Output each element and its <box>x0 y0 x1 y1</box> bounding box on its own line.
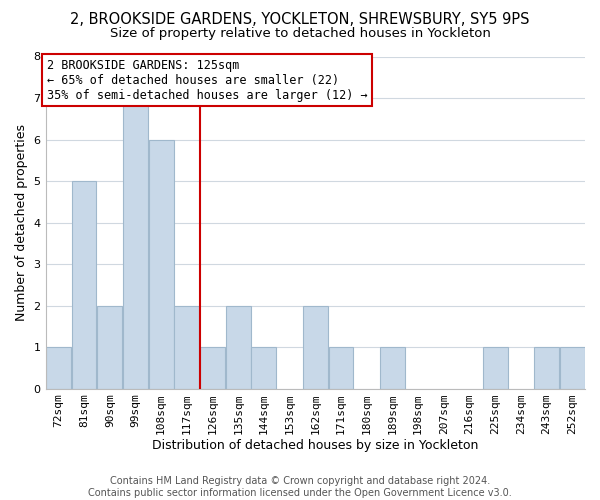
Bar <box>303 306 328 388</box>
Bar <box>251 347 277 389</box>
Text: 2 BROOKSIDE GARDENS: 125sqm
← 65% of detached houses are smaller (22)
35% of sem: 2 BROOKSIDE GARDENS: 125sqm ← 65% of det… <box>47 58 368 102</box>
Bar <box>149 140 173 388</box>
Bar <box>226 306 251 388</box>
Bar <box>97 306 122 388</box>
Text: 2, BROOKSIDE GARDENS, YOCKLETON, SHREWSBURY, SY5 9PS: 2, BROOKSIDE GARDENS, YOCKLETON, SHREWSB… <box>70 12 530 28</box>
Bar <box>175 306 199 388</box>
Bar <box>380 347 405 389</box>
Bar <box>123 98 148 388</box>
Bar <box>71 181 97 388</box>
X-axis label: Distribution of detached houses by size in Yockleton: Distribution of detached houses by size … <box>152 440 478 452</box>
Bar <box>560 347 584 389</box>
Bar <box>482 347 508 389</box>
Text: Size of property relative to detached houses in Yockleton: Size of property relative to detached ho… <box>110 28 490 40</box>
Text: Contains HM Land Registry data © Crown copyright and database right 2024.
Contai: Contains HM Land Registry data © Crown c… <box>88 476 512 498</box>
Bar <box>200 347 225 389</box>
Y-axis label: Number of detached properties: Number of detached properties <box>15 124 28 321</box>
Bar <box>534 347 559 389</box>
Bar <box>46 347 71 389</box>
Bar <box>329 347 353 389</box>
